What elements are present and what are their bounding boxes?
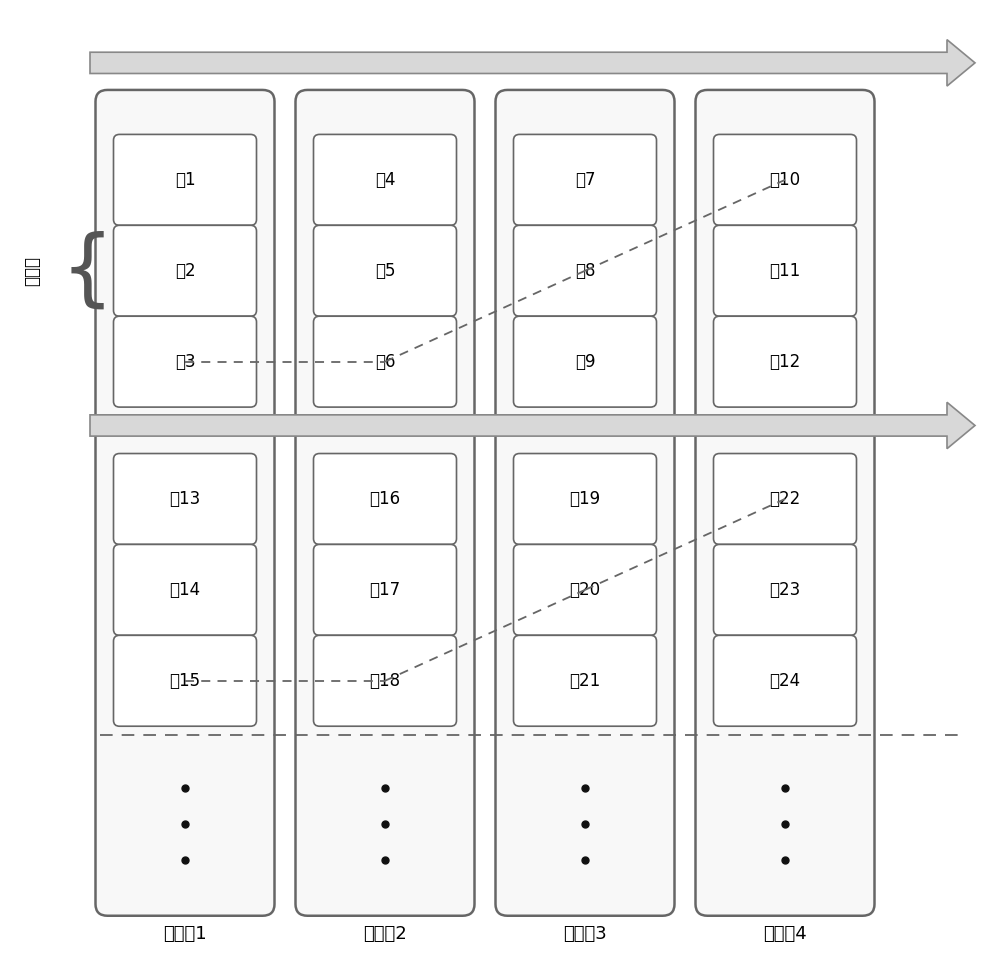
Text: 镜像盘4: 镜像盘4 (763, 924, 807, 943)
Text: 兗5: 兗5 (375, 262, 395, 279)
Text: 块11: 块11 (769, 262, 801, 279)
FancyBboxPatch shape (314, 454, 456, 544)
FancyBboxPatch shape (113, 316, 256, 407)
Text: 镜像盘1: 镜像盘1 (163, 924, 207, 943)
Polygon shape (90, 40, 975, 86)
FancyBboxPatch shape (113, 134, 256, 225)
FancyBboxPatch shape (714, 544, 856, 635)
Text: 兗2: 兗2 (175, 262, 195, 279)
Text: 块22: 块22 (769, 490, 801, 508)
FancyBboxPatch shape (314, 225, 456, 316)
Text: 块13: 块13 (169, 490, 201, 508)
FancyBboxPatch shape (514, 316, 656, 407)
FancyBboxPatch shape (714, 225, 856, 316)
FancyBboxPatch shape (696, 90, 874, 916)
FancyBboxPatch shape (714, 635, 856, 726)
Text: 数据条: 数据条 (23, 255, 41, 286)
FancyBboxPatch shape (714, 316, 856, 407)
Text: 块12: 块12 (769, 353, 801, 370)
Text: 兗9: 兗9 (575, 353, 595, 370)
FancyBboxPatch shape (495, 90, 674, 916)
Text: 兗8: 兗8 (575, 262, 595, 279)
FancyBboxPatch shape (296, 90, 475, 916)
FancyBboxPatch shape (714, 454, 856, 544)
Text: 块18: 块18 (369, 672, 401, 689)
FancyBboxPatch shape (514, 134, 656, 225)
Text: 块16: 块16 (369, 490, 401, 508)
FancyBboxPatch shape (113, 544, 256, 635)
FancyBboxPatch shape (314, 316, 456, 407)
Text: 兗6: 兗6 (375, 353, 395, 370)
Polygon shape (90, 402, 975, 449)
Text: {: { (61, 230, 114, 311)
Text: 兗3: 兗3 (175, 353, 195, 370)
Text: 兗4: 兗4 (375, 171, 395, 189)
Text: 块19: 块19 (569, 490, 601, 508)
FancyBboxPatch shape (514, 454, 656, 544)
Text: 块21: 块21 (569, 672, 601, 689)
FancyBboxPatch shape (514, 544, 656, 635)
Text: 块14: 块14 (169, 581, 201, 599)
FancyBboxPatch shape (113, 225, 256, 316)
FancyBboxPatch shape (314, 544, 456, 635)
Text: 块10: 块10 (769, 171, 801, 189)
Text: 块15: 块15 (169, 672, 201, 689)
FancyBboxPatch shape (514, 225, 656, 316)
Text: 兗7: 兗7 (575, 171, 595, 189)
FancyBboxPatch shape (314, 635, 456, 726)
Text: 块20: 块20 (569, 581, 601, 599)
FancyBboxPatch shape (714, 134, 856, 225)
FancyBboxPatch shape (96, 90, 274, 916)
Text: 块23: 块23 (769, 581, 801, 599)
Text: 块24: 块24 (769, 672, 801, 689)
Text: 镜像盘3: 镜像盘3 (563, 924, 607, 943)
FancyBboxPatch shape (514, 635, 656, 726)
Text: 兗1: 兗1 (175, 171, 195, 189)
Text: 镜像盘2: 镜像盘2 (363, 924, 407, 943)
FancyBboxPatch shape (113, 635, 256, 726)
FancyBboxPatch shape (113, 454, 256, 544)
FancyBboxPatch shape (314, 134, 456, 225)
Text: 块17: 块17 (369, 581, 401, 599)
